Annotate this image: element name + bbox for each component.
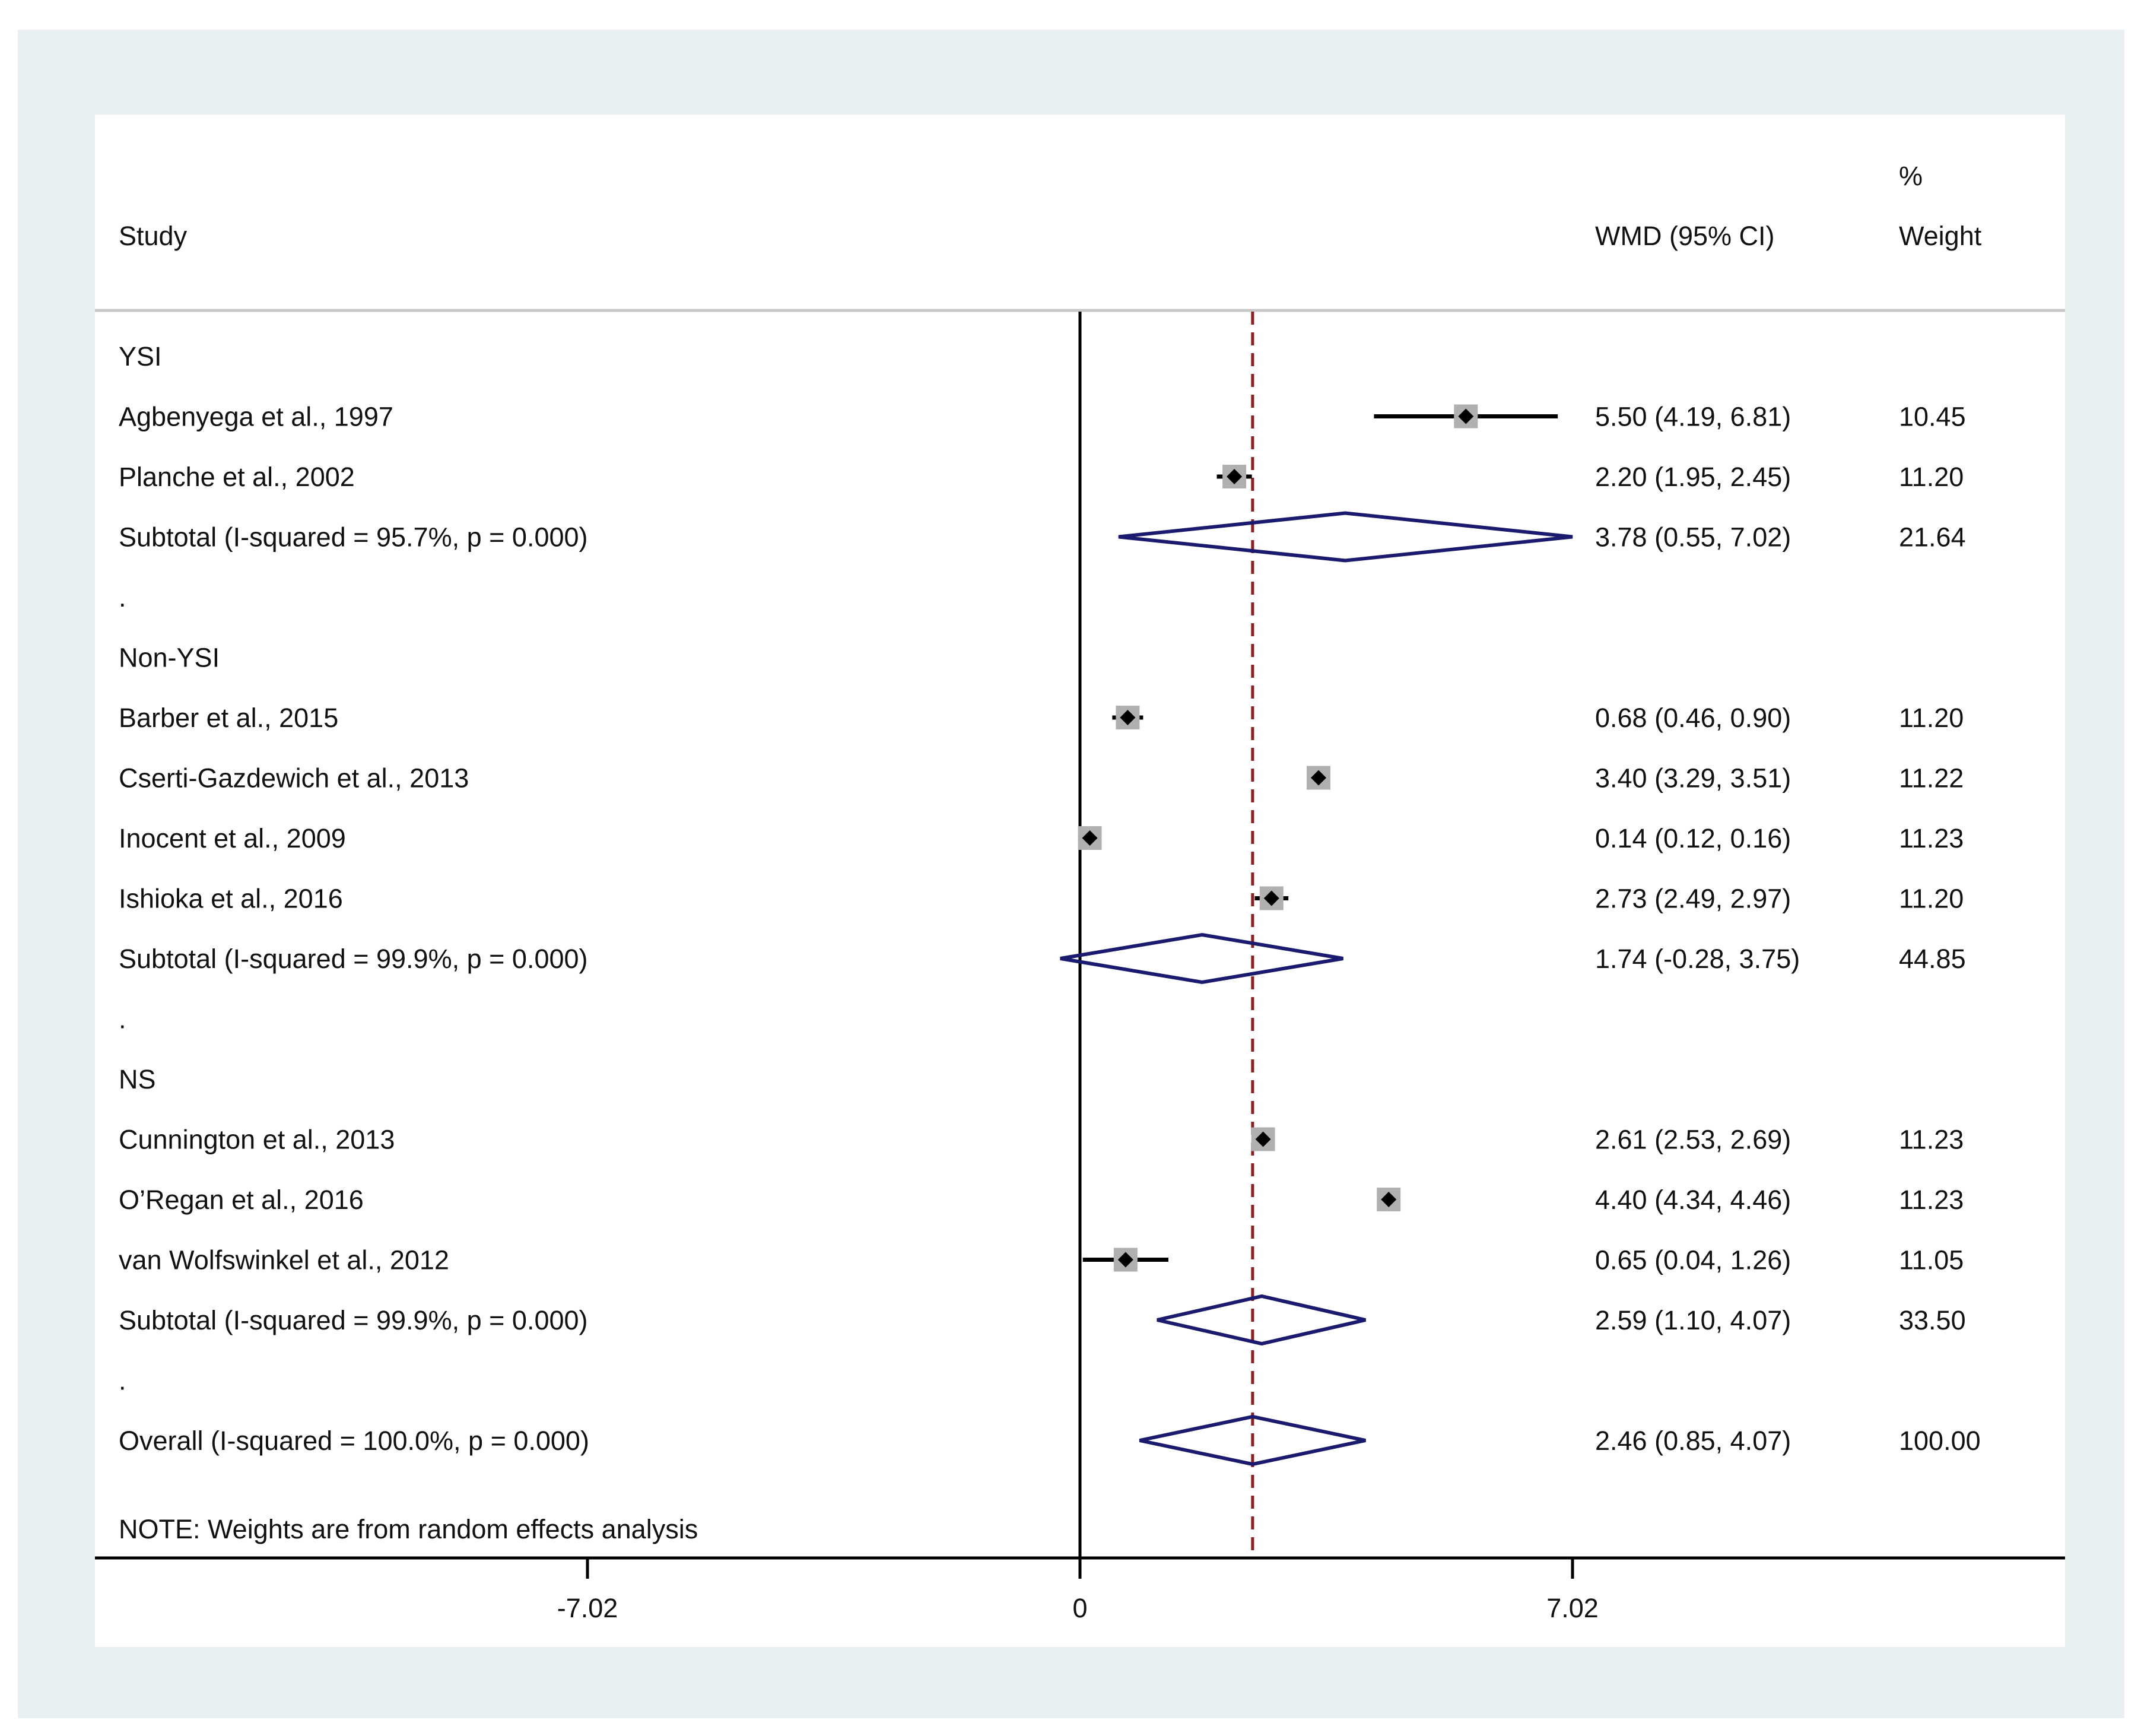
- study-label: Agbenyega et al., 1997: [119, 402, 393, 432]
- point-estimate: [1227, 469, 1243, 484]
- study-label: Cunnington et al., 2013: [119, 1125, 395, 1155]
- weight-text: 11.20: [1899, 703, 1964, 733]
- study-label: van Wolfswinkel et al., 2012: [119, 1245, 449, 1275]
- weight-text: 11.05: [1899, 1245, 1964, 1275]
- study-label: Barber et al., 2015: [119, 703, 338, 733]
- group-label: NS: [119, 1064, 156, 1094]
- marks-layer: [1060, 404, 1573, 1467]
- effect-ci-text: 3.40 (3.29, 3.51): [1595, 763, 1791, 794]
- weight-text: 11.22: [1899, 763, 1964, 794]
- point-estimate: [1381, 1192, 1397, 1207]
- subtotal-diamond: [1118, 511, 1573, 563]
- effect-ci-text: 2.20 (1.95, 2.45): [1595, 462, 1791, 492]
- x-tick-label: 7.02: [1546, 1593, 1599, 1623]
- header-weight-pct: %: [1899, 161, 1923, 191]
- effect-ci-text: 5.50 (4.19, 6.81): [1595, 402, 1791, 432]
- point-estimate: [1117, 1252, 1133, 1268]
- weight-text: 44.85: [1899, 944, 1966, 974]
- effect-ci-text: 3.78 (0.55, 7.02): [1595, 522, 1791, 553]
- x-tick-label: -7.02: [557, 1593, 618, 1623]
- header-study: Study: [119, 221, 188, 251]
- point-estimate: [1458, 408, 1474, 424]
- overall-label: Overall (I-squared = 100.0%, p = 0.000): [119, 1426, 589, 1456]
- study-label: Cserti-Gazdewich et al., 2013: [119, 763, 469, 794]
- point-estimate: [1082, 830, 1098, 846]
- group-label: Non-YSI: [119, 643, 220, 673]
- subtotal-label: Subtotal (I-squared = 99.9%, p = 0.000): [119, 944, 588, 974]
- spacer-dot: .: [119, 1366, 126, 1396]
- weight-text: 21.64: [1899, 522, 1966, 553]
- spacer-dot: .: [119, 1004, 126, 1034]
- weight-text: 11.23: [1899, 823, 1964, 853]
- weight-text: 11.20: [1899, 884, 1964, 914]
- weight-text: 11.23: [1899, 1125, 1964, 1155]
- x-tick-label: 0: [1072, 1593, 1087, 1623]
- subtotal-label: Subtotal (I-squared = 95.7%, p = 0.000): [119, 522, 588, 553]
- effect-ci-text: 2.46 (0.85, 4.07): [1595, 1426, 1791, 1456]
- effect-ci-text: 2.61 (2.53, 2.69): [1595, 1125, 1791, 1155]
- subtotal-label: Subtotal (I-squared = 99.9%, p = 0.000): [119, 1305, 588, 1335]
- weight-text: 10.45: [1899, 402, 1966, 432]
- weight-text: 11.20: [1899, 462, 1964, 492]
- rows-layer: YSI Agbenyega et al., 1997 5.50 (4.19, 6.8…: [119, 341, 1981, 1456]
- study-label: Inocent et al., 2009: [119, 823, 346, 853]
- weight-text: 33.50: [1899, 1305, 1966, 1335]
- weights-note: NOTE: Weights are from random effects an…: [119, 1514, 698, 1544]
- study-label: Planche et al., 2002: [119, 462, 355, 492]
- effect-ci-text: 2.59 (1.10, 4.07): [1595, 1305, 1791, 1335]
- effect-ci-text: 4.40 (4.34, 4.46): [1595, 1185, 1791, 1215]
- subtotal-diamond: [1157, 1294, 1366, 1346]
- header-effect: WMD (95% CI): [1595, 221, 1775, 251]
- effect-ci-text: 1.74 (-0.28, 3.75): [1595, 944, 1800, 974]
- study-label: O’Regan et al., 2016: [119, 1185, 364, 1215]
- header-weight: Weight: [1899, 221, 1982, 251]
- point-estimate: [1263, 890, 1279, 906]
- x-axis-ticks: -7.02 0 7.02: [557, 1558, 1599, 1623]
- weight-text: 100.00: [1899, 1426, 1981, 1456]
- overall-diamond: [1139, 1414, 1366, 1467]
- point-estimate: [1120, 710, 1136, 725]
- group-label: YSI: [119, 341, 162, 372]
- effect-ci-text: 0.14 (0.12, 0.16): [1595, 823, 1791, 853]
- point-estimate: [1310, 770, 1326, 786]
- study-label: Ishioka et al., 2016: [119, 884, 343, 914]
- spacer-dot: .: [119, 582, 126, 612]
- effect-ci-text: 2.73 (2.49, 2.97): [1595, 884, 1791, 914]
- effect-ci-text: 0.65 (0.04, 1.26): [1595, 1245, 1791, 1275]
- subtotal-diamond: [1060, 932, 1343, 985]
- point-estimate: [1255, 1131, 1271, 1147]
- weight-text: 11.23: [1899, 1185, 1964, 1215]
- effect-ci-text: 0.68 (0.46, 0.90): [1595, 703, 1791, 733]
